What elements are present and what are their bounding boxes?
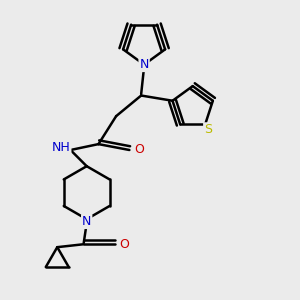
Text: N: N [140,58,149,71]
Text: O: O [119,238,129,251]
Text: NH: NH [52,141,70,154]
Text: S: S [204,123,212,136]
Text: O: O [134,143,144,157]
Text: N: N [82,215,92,228]
